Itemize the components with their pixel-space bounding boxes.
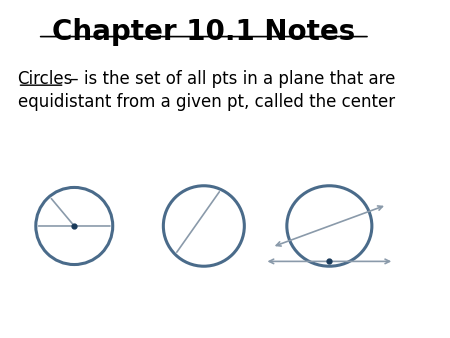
Text: equidistant from a given pt, called the center: equidistant from a given pt, called the … xyxy=(18,93,395,111)
Text: – is the set of all pts in a plane that are: – is the set of all pts in a plane that … xyxy=(64,70,395,88)
Text: Circles: Circles xyxy=(18,70,73,88)
Text: Chapter 10.1 Notes: Chapter 10.1 Notes xyxy=(52,18,356,46)
